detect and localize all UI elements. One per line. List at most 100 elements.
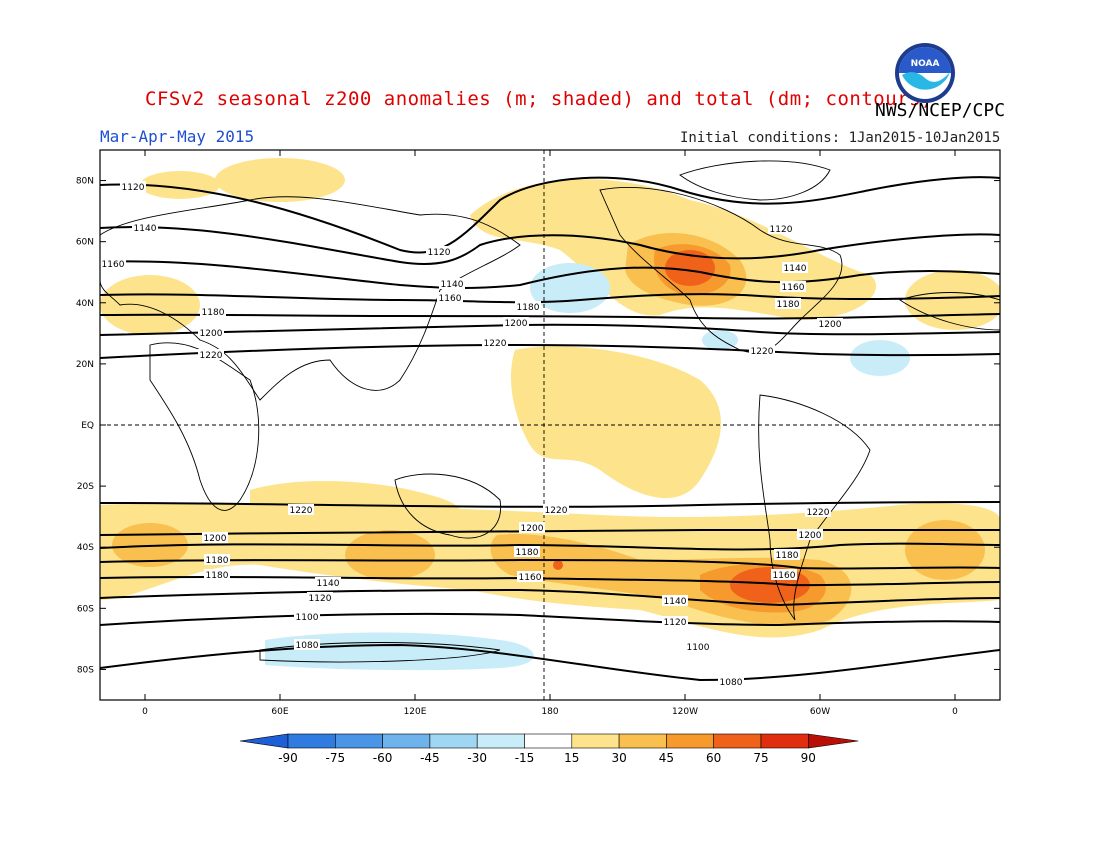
contour-label: 1140: [315, 577, 341, 589]
colorbar-label: -75: [325, 751, 345, 765]
contour-label: 1080: [718, 676, 744, 688]
contour-label: 1120: [662, 616, 688, 628]
svg-text:1180: 1180: [517, 303, 540, 313]
svg-text:1120: 1120: [122, 183, 145, 193]
contour-label: 1160: [437, 292, 463, 304]
initial-conditions-label: Initial conditions: 1Jan2015-10Jan2015: [680, 130, 1001, 146]
svg-text:1200: 1200: [819, 320, 842, 330]
svg-text:1160: 1160: [773, 571, 796, 581]
contour-label: 1120: [426, 246, 452, 258]
contour-label: 1120: [307, 592, 333, 604]
lon-tick-label: 0: [142, 707, 148, 717]
colorbar-swatch: [618, 733, 667, 749]
svg-text:1180: 1180: [777, 300, 800, 310]
svg-text:1220: 1220: [545, 506, 568, 516]
svg-text:1140: 1140: [317, 579, 340, 589]
svg-text:1140: 1140: [784, 264, 807, 274]
lat-tick-label: EQ: [81, 421, 94, 431]
contour-label: 1100: [685, 641, 711, 653]
svg-text:1220: 1220: [290, 506, 313, 516]
colorbar-min-arrow: [239, 733, 289, 749]
contour-label: 1180: [200, 306, 226, 318]
contour-label: 1140: [132, 222, 158, 234]
contour-label: 1140: [439, 278, 465, 290]
svg-text:1140: 1140: [441, 280, 464, 290]
colorbar-label: 75: [753, 751, 768, 765]
colorbar-swatch: [760, 733, 809, 749]
contour-label: 1180: [204, 554, 230, 566]
contour-label: 1220: [805, 506, 831, 518]
colorbar-label: -15: [515, 751, 535, 765]
height-contours: [100, 176, 1000, 682]
svg-text:1120: 1120: [770, 225, 793, 235]
lat-tick-label: 60S: [77, 604, 94, 614]
svg-text:1100: 1100: [687, 643, 710, 653]
svg-text:1180: 1180: [776, 551, 799, 561]
svg-text:1180: 1180: [202, 308, 225, 318]
colorbar-swatch: [287, 733, 336, 749]
colorbar-swatch: [713, 733, 762, 749]
contour-label: 1200: [198, 327, 224, 339]
svg-text:1080: 1080: [720, 678, 743, 688]
svg-text:1160: 1160: [102, 260, 125, 270]
lat-tick-label: 40N: [76, 299, 94, 309]
colorbar-label: -45: [420, 751, 440, 765]
lat-tick-label: 80N: [76, 177, 94, 187]
contour-label: 1160: [780, 281, 806, 293]
colorbar-label: -90: [278, 751, 298, 765]
contour-label: 1160: [771, 569, 797, 581]
colorbar-label: -60: [373, 751, 393, 765]
colorbar-swatch: [382, 733, 431, 749]
svg-text:1100: 1100: [296, 613, 319, 623]
contour-label: 1140: [782, 262, 808, 274]
colorbar-swatch: [429, 733, 478, 749]
svg-text:NOAA: NOAA: [911, 59, 940, 69]
svg-text:1180: 1180: [206, 556, 229, 566]
lon-tick-label: 180: [541, 707, 558, 717]
contour-label: 1220: [543, 504, 569, 516]
lat-tick-label: 40S: [77, 543, 94, 553]
svg-text:1140: 1140: [134, 224, 157, 234]
svg-text:1120: 1120: [664, 618, 687, 628]
noaa-logo-icon: NOAA: [895, 43, 955, 103]
contour-label: 1220: [749, 345, 775, 357]
colorbar-max-arrow: [807, 733, 859, 749]
lat-tick-label: 80S: [77, 665, 94, 675]
contour-label: 1100: [294, 611, 320, 623]
contour-label: 1160: [100, 258, 126, 270]
lon-tick-label: 120E: [404, 707, 427, 717]
lon-tick-label: 60W: [810, 707, 830, 717]
svg-text:1200: 1200: [204, 534, 227, 544]
colorbar-swatch: [524, 733, 573, 749]
colorbar-label: -30: [467, 751, 487, 765]
lon-tick-label: 60E: [271, 707, 288, 717]
svg-text:1200: 1200: [505, 319, 528, 329]
lat-tick-label: 20N: [76, 360, 94, 370]
svg-text:1220: 1220: [807, 508, 830, 518]
contour-label: 1200: [519, 522, 545, 534]
svg-text:1200: 1200: [521, 524, 544, 534]
contour-label: 1220: [288, 504, 314, 516]
contour-label: 1180: [775, 298, 801, 310]
contour-label: 1140: [662, 595, 688, 607]
svg-text:1120: 1120: [309, 594, 332, 604]
colorbar: -90 -75 -60 -45 -30 -15 15 30 45 60 75 90: [239, 733, 859, 765]
contour-label: 1180: [204, 569, 230, 581]
contour-label: 1200: [817, 318, 843, 330]
colorbar-swatch: [666, 733, 715, 749]
colorbar-swatch: [334, 733, 383, 749]
contour-label: 1220: [482, 337, 508, 349]
svg-text:1220: 1220: [484, 339, 507, 349]
colorbar-label: 60: [706, 751, 721, 765]
coastlines: [100, 160, 1000, 663]
lon-tick-label: 120W: [672, 707, 698, 717]
lat-tick-label: 20S: [77, 482, 94, 492]
svg-text:1120: 1120: [428, 248, 451, 258]
contour-label: 1220: [198, 349, 224, 361]
agency-label: NWS/NCEP/CPC: [875, 100, 1006, 121]
lat-tick-label: 60N: [76, 238, 94, 248]
contour-label: 1160: [517, 571, 543, 583]
colorbar-label: 90: [801, 751, 816, 765]
colorbar-label: 30: [611, 751, 626, 765]
